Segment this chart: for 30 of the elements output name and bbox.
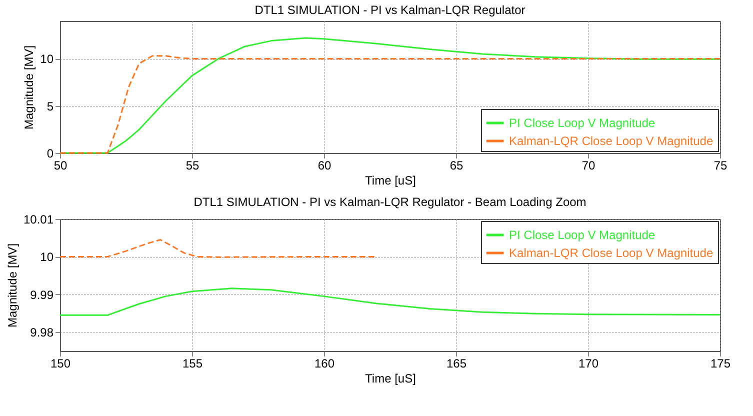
y-tick-label: 10 [40,250,54,264]
legend-label: PI Close Loop V Magnitude [509,116,656,130]
chart-title: DTL1 SIMULATION - PI vs Kalman-LQR Regulator [254,3,526,17]
x-tick-label: 170 [578,356,599,370]
x-tick-label: 165 [446,356,467,370]
x-axis-title: Time [uS] [365,372,416,386]
y-axis-title: Magnitude [MV] [5,243,20,328]
x-tick-label: 60 [318,158,332,172]
y-tick-label: 9.98 [30,326,54,340]
y-tick-label: 9.99 [30,288,54,302]
line-series [59,288,721,316]
x-tick-label: 155 [182,356,203,370]
x-tick-label: 150 [50,356,71,370]
y-tick-label: 10.01 [23,212,54,226]
x-tick-label: 55 [186,158,200,172]
legend-label: Kalman-LQR Close Loop V Magnitude [509,134,714,148]
x-tick-label: 160 [314,356,335,370]
chart-title: DTL1 SIMULATION - PI vs Kalman-LQR Regulator - Beam Loading Zoom [194,195,586,209]
y-tick-label: 0 [46,146,54,160]
y-tick-label: 5 [46,99,54,114]
x-tick-label: 175 [710,356,731,370]
y-axis-title: Magnitude [MV] [22,45,36,130]
y-tick-label: 10 [40,52,54,66]
text: Kalman-LQR Close Loop V Magnitude [509,246,714,260]
x-tick-label: 65 [450,158,464,172]
x-tick-label: 75 [714,158,728,172]
text: PI Close Loop V Magnitude [509,228,656,242]
x-axis-title: Time [uS] [365,174,416,188]
x-tick-label: 70 [582,158,596,172]
x-tick-label: 50 [54,158,68,172]
